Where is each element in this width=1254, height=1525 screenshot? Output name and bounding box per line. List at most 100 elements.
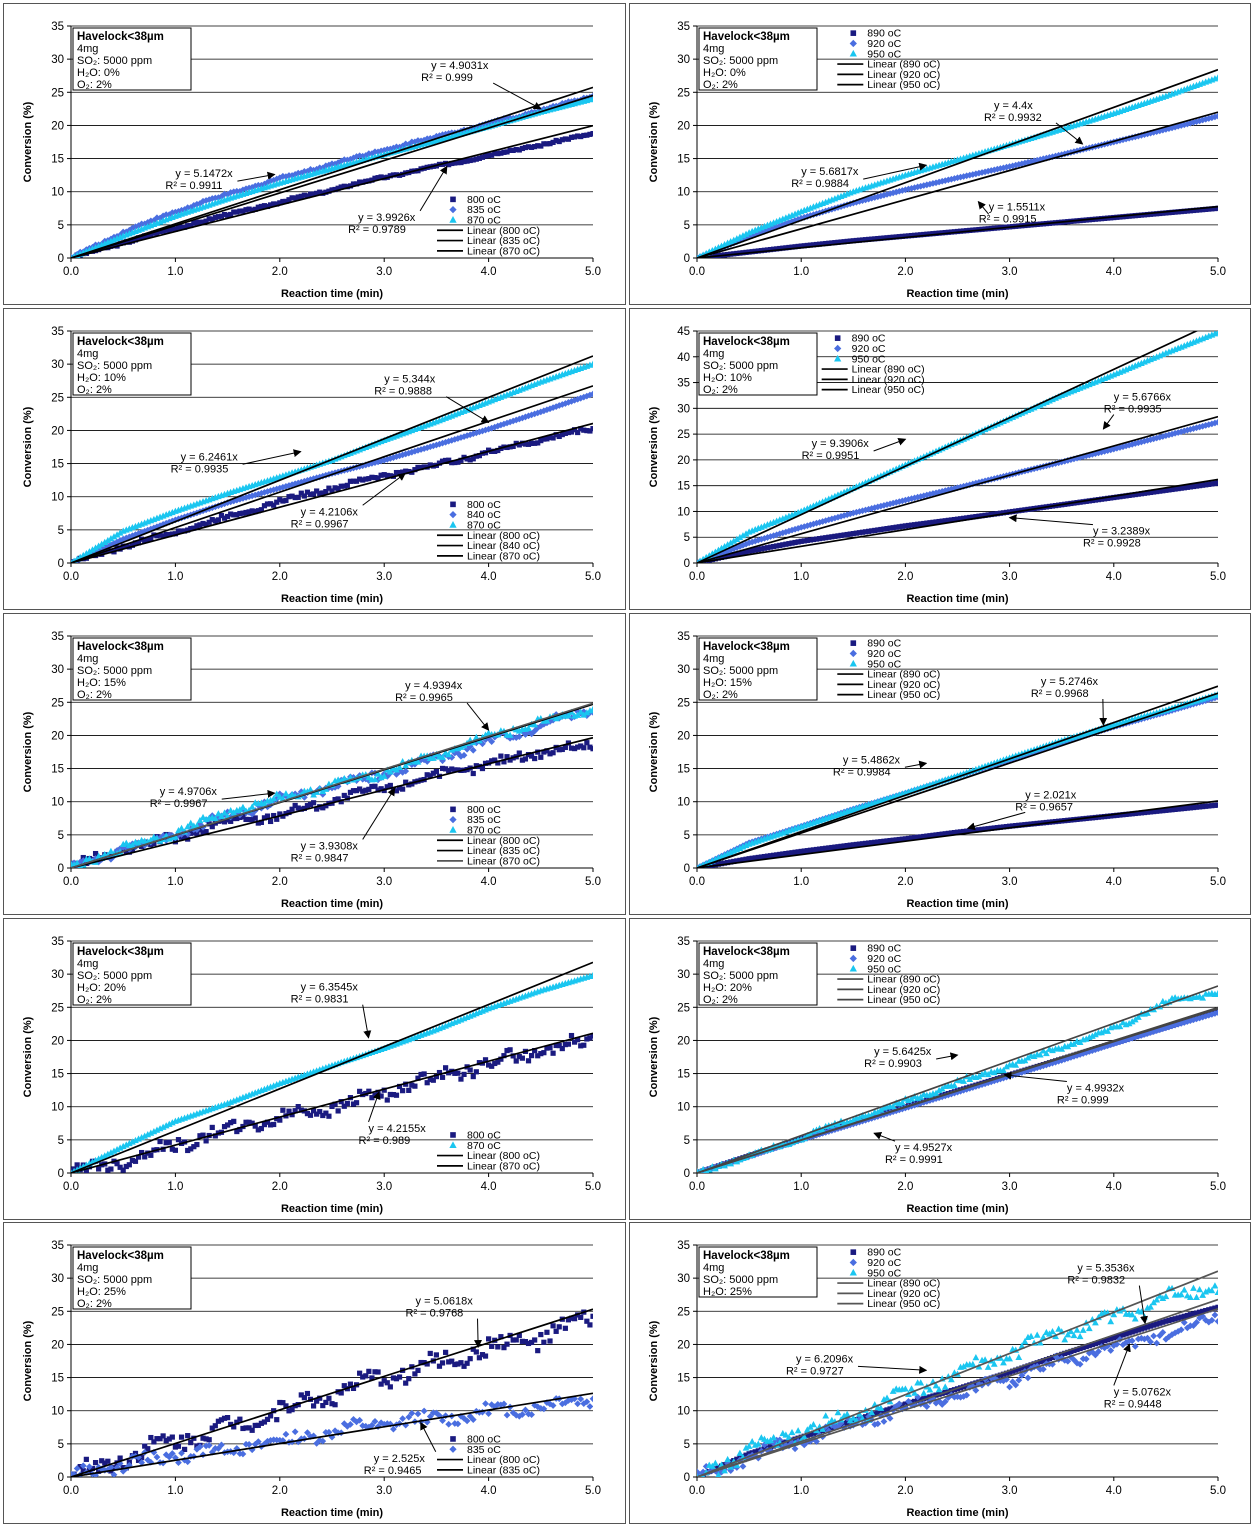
equation-label: y = 2.021x: [1025, 789, 1077, 801]
x-axis-label: Reaction time (min): [281, 1203, 383, 1215]
y-tick-label: 0: [684, 253, 690, 265]
y-tick-label: 20: [677, 455, 690, 467]
data-point: [280, 1108, 285, 1113]
equation-label: y = 4.9527x: [895, 1142, 953, 1154]
data-point: [421, 1408, 428, 1415]
data-point: [308, 1113, 313, 1118]
data-point: [388, 1384, 393, 1389]
x-tick-label: 2.0: [897, 571, 913, 583]
condition-line: H₂O: 0%: [77, 67, 120, 79]
y-tick-label: 10: [677, 1406, 690, 1418]
r-squared-label: R² = 0.9984: [833, 766, 891, 778]
x-tick-label: 2.0: [897, 1181, 913, 1193]
data-point: [332, 1402, 337, 1407]
legend-item: Linear (870 oC): [437, 245, 540, 257]
annotation-arrow: [363, 1005, 369, 1038]
data-point: [207, 1437, 212, 1442]
legend-marker: [851, 30, 857, 36]
data-point: [434, 1352, 439, 1357]
condition-line: 4mg: [77, 43, 98, 55]
data-point: [400, 787, 405, 792]
legend-marker: [449, 511, 456, 518]
equation-label: y = 4.9031x: [431, 60, 489, 72]
x-tick-label: 0.0: [689, 571, 705, 583]
equation-label: y = 5.6766x: [1114, 392, 1172, 404]
y-tick-label: 0: [58, 1472, 64, 1484]
x-tick-label: 1.0: [167, 876, 183, 888]
y-tick-label: 0: [58, 253, 64, 265]
r-squared-label: R² = 0.9932: [984, 112, 1042, 124]
legend-item: Linear (870 oC): [437, 550, 540, 562]
data-point: [590, 426, 595, 431]
x-tick-label: 5.0: [585, 266, 601, 278]
y-tick-label: 30: [51, 359, 64, 371]
y-tick-label: 40: [677, 352, 690, 364]
data-point: [482, 1400, 489, 1407]
condition-title: Havelock<38µm: [703, 641, 790, 653]
data-point: [428, 1351, 433, 1356]
annotation-arrow: [905, 763, 926, 767]
data-point: [471, 1074, 476, 1079]
data-point: [547, 1338, 552, 1343]
data-point: [544, 1330, 549, 1335]
y-tick-label: 30: [51, 664, 64, 676]
y-tick-label: 20: [677, 1035, 690, 1047]
y-tick-label: 25: [51, 1002, 64, 1014]
data-point: [538, 1332, 543, 1337]
data-point: [550, 1051, 555, 1056]
x-tick-label: 1.0: [793, 571, 809, 583]
condition-line: O₂: 2%: [703, 994, 738, 1006]
data-point: [283, 1431, 290, 1438]
y-tick-label: 10: [677, 187, 690, 199]
y-tick-label: 5: [58, 220, 64, 232]
legend-marker: [450, 502, 456, 508]
y-tick-label: 35: [677, 1240, 690, 1252]
y-tick-label: 15: [51, 459, 64, 471]
legend-marker: [449, 206, 456, 213]
data-point: [468, 1356, 473, 1361]
r-squared-label: R² = 0.9991: [885, 1154, 943, 1166]
condition-line: 4mg: [77, 1262, 98, 1274]
equation-label: y = 4.4x: [994, 100, 1033, 112]
legend-marker: [449, 1141, 456, 1148]
data-point: [498, 754, 503, 759]
data-point: [541, 1050, 546, 1055]
annotation-arrow: [1103, 699, 1104, 725]
y-tick-label: 5: [684, 220, 690, 232]
y-axis-label: Conversion (%): [648, 406, 660, 487]
condition-line: SO₂: 5000 ppm: [703, 360, 778, 372]
legend-marker: [834, 345, 841, 352]
data-point: [529, 1053, 534, 1058]
y-tick-label: 15: [677, 1069, 690, 1081]
r-squared-label: R² = 0.9935: [171, 463, 229, 475]
r-squared-label: R² = 0.9965: [395, 692, 453, 704]
r-squared-label: R² = 0.9967: [291, 518, 349, 530]
data-point: [480, 766, 485, 771]
x-tick-label: 2.0: [897, 1485, 913, 1497]
x-tick-label: 2.0: [272, 571, 288, 583]
x-tick-label: 2.0: [272, 1181, 288, 1193]
condition-title: Havelock<38µm: [703, 946, 790, 958]
y-axis-label: Conversion (%): [22, 406, 34, 487]
x-tick-label: 0.0: [689, 1485, 705, 1497]
r-squared-label: R² = 0.9831: [291, 994, 349, 1006]
annotation-arrow: [420, 167, 447, 211]
condition-line: SO₂: 5000 ppm: [77, 55, 152, 67]
r-squared-label: R² = 0.9951: [802, 450, 860, 462]
legend-marker: [450, 1436, 456, 1442]
legend-label: Linear (950 oC): [867, 689, 940, 701]
x-tick-label: 4.0: [481, 876, 497, 888]
y-tick-label: 30: [51, 54, 64, 66]
y-axis-label: Conversion (%): [648, 711, 660, 792]
y-tick-label: 10: [51, 492, 64, 504]
y-tick-label: 15: [51, 764, 64, 776]
